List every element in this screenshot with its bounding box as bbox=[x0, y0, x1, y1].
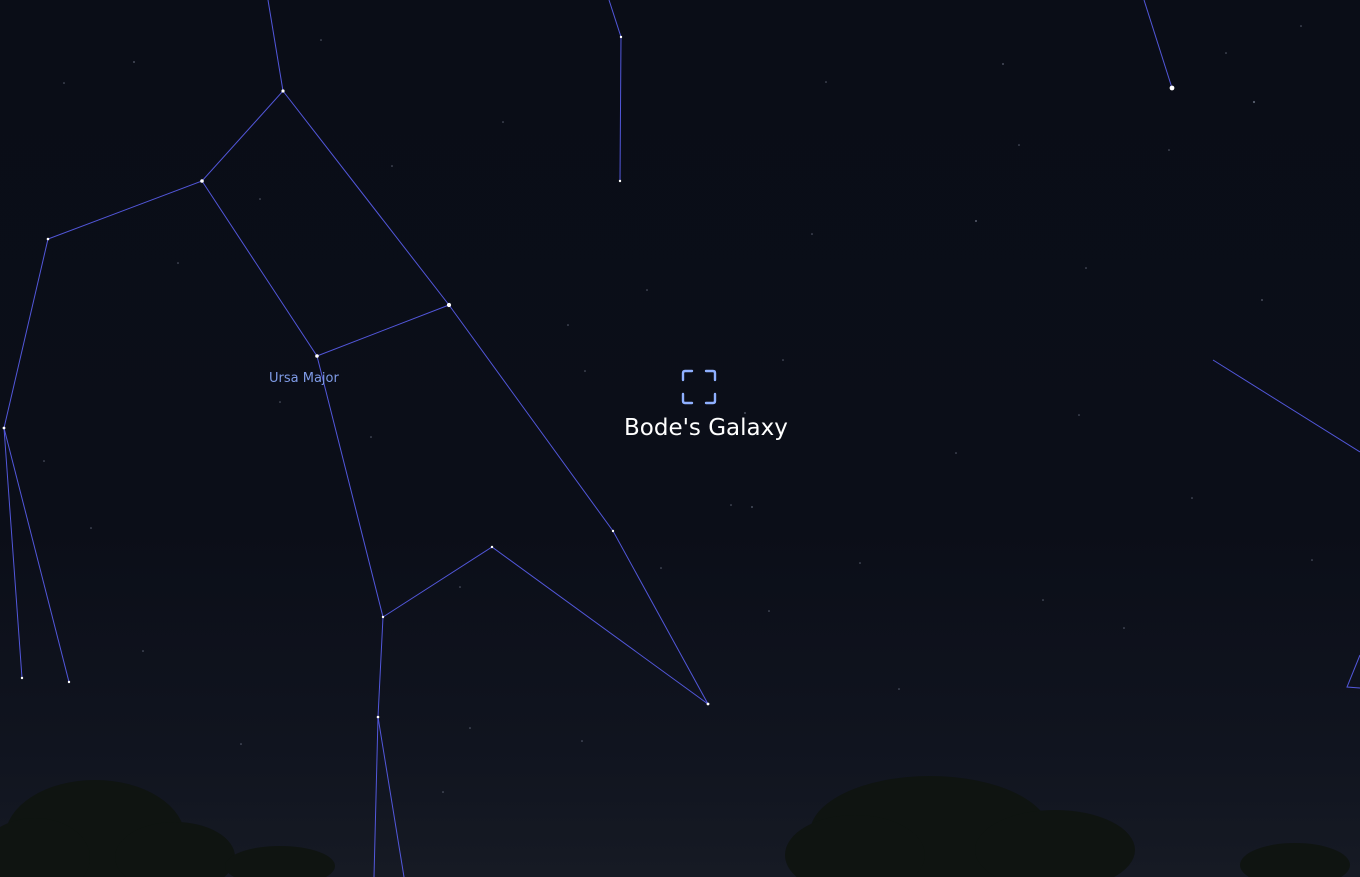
focus-bracket-icon[interactable] bbox=[681, 369, 717, 405]
constellation-label-ursa-major[interactable]: Ursa Major bbox=[269, 371, 339, 386]
selected-object-label[interactable]: Bode's Galaxy bbox=[624, 415, 788, 441]
